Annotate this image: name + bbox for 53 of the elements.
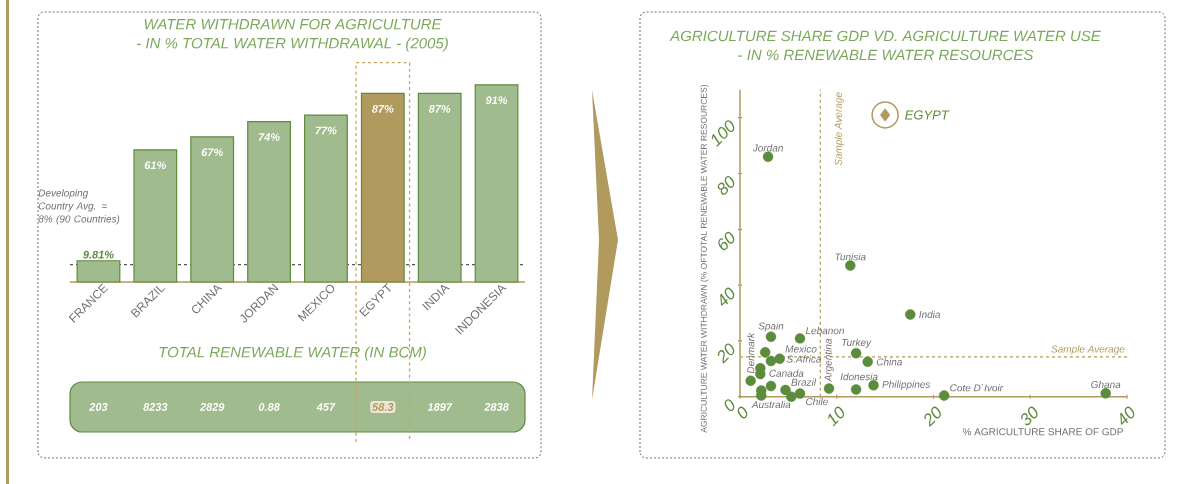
annotation: Spain (758, 322, 784, 332)
data-label: 0.88 (258, 403, 280, 411)
data-label: 74% (258, 133, 280, 141)
y-tick-label: 100 (711, 120, 735, 147)
data-label: 457 (316, 403, 336, 411)
ref-line-label: Sample Average (834, 92, 844, 166)
y-axis-title: AGRICULTURE WATER WITHDRAWN (% OFTOTAL RENEWABLE WATER RESOURCES) (700, 84, 709, 433)
y-tick-label: 20 (717, 343, 735, 364)
data-label: 1897 (427, 403, 453, 411)
data-label: 87% (428, 104, 451, 113)
data-label: 77% (315, 126, 337, 135)
data-label: 61% (144, 161, 167, 170)
annotation: Ghana (1091, 380, 1121, 389)
data-label: 58.3 (372, 403, 394, 411)
chart-title: AGRICULTURE SHARE GDP VD. AGRICULTURE WATER USE (669, 30, 1101, 42)
annotation: Australia (751, 400, 791, 409)
data-label: 9.81% (83, 250, 114, 259)
y-tick-label: 80 (717, 175, 735, 195)
chart-subtitle: - IN % RENEWABLE WATER RESOURCES (738, 49, 1034, 61)
annotation: Denmark (746, 332, 755, 374)
annotation: Chile (806, 397, 828, 406)
x-tick-label: 20 (924, 406, 941, 427)
annotation: Idonesia (840, 372, 878, 381)
annotation: Jordan (752, 144, 783, 152)
x-tick-label: 10 (828, 406, 845, 427)
annotation: Philippines (882, 380, 931, 390)
x-axis-title: % AGRICULTURE SHARE OF GDP (962, 428, 1123, 436)
x-tick-label: 0 (737, 406, 748, 419)
annotation: Canada (769, 369, 804, 377)
annotation: India (919, 310, 941, 319)
data-label: 2829 (199, 403, 225, 411)
annotation: Argentina (824, 338, 834, 382)
annotation: Mexico (785, 345, 817, 353)
data-label: 8233 (143, 403, 168, 411)
ref-line-label: Sample Average (1051, 345, 1125, 355)
annotation: Cote D`Ivoir (950, 383, 1004, 392)
annotation: Tunisia (835, 253, 866, 261)
annotation: Turkey (842, 338, 872, 348)
data-label: 203 (89, 403, 108, 411)
data-label: 91% (485, 96, 508, 105)
legend-label: EGYPT (905, 110, 950, 120)
y-tick-label: 60 (718, 231, 735, 251)
x-tick-label: 40 (1120, 406, 1135, 425)
data-label: 2838 (484, 403, 509, 411)
chart-subtitle: - IN % TOTAL WATER WITHDRAWAL - (2005) (137, 37, 448, 52)
annotation: China (876, 358, 903, 366)
data-label: 67% (201, 148, 223, 157)
text: TOTAL RENEWABLE WATER (IN BCM) (159, 346, 426, 361)
chart-title: WATER WITHDRAWN FOR AGRICULTURE (144, 18, 442, 30)
annotation: Lebanon (805, 326, 844, 335)
ref-line-label: Developing Country Avg. = 8% (90 Countries) (38, 189, 120, 225)
x-tick-label: 30 (1021, 406, 1038, 426)
annotation: Brazil (791, 378, 817, 386)
